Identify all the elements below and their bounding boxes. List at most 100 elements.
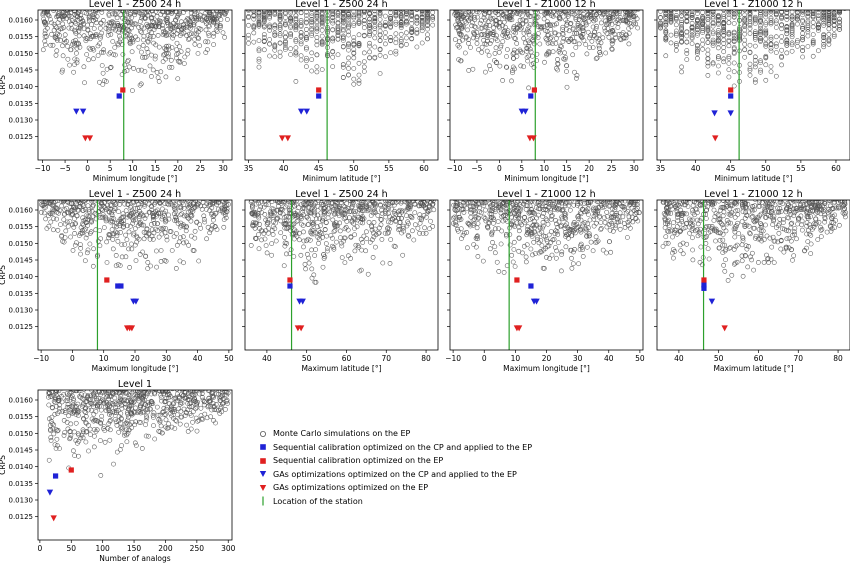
- mc-point: [398, 42, 404, 48]
- mc-point: [453, 10, 459, 12]
- mc-point: [404, 189, 408, 193]
- mc-point: [481, 10, 487, 13]
- x-tick-label: 20: [130, 354, 140, 363]
- mc-point: [773, 50, 779, 55]
- mc-point: [304, 46, 309, 52]
- mc-point: [721, 32, 727, 38]
- mc-point: [60, 43, 65, 49]
- mc-point: [658, 0, 662, 4]
- mc-point: [518, 49, 523, 54]
- mc-point: [251, 10, 257, 12]
- mc-point: [584, 10, 589, 12]
- mc-point: [527, 46, 533, 52]
- mc-point: [816, 28, 821, 33]
- mc-point: [752, 79, 758, 85]
- mc-point: [622, 2, 626, 6]
- mc-point: [669, 5, 673, 9]
- mc-point: [410, 4, 414, 8]
- mc-point: [468, 6, 472, 10]
- mc-point: [174, 231, 179, 236]
- mc-point: [43, 216, 48, 222]
- mc-point: [695, 26, 700, 32]
- mc-point: [261, 14, 267, 20]
- mc-point: [289, 2, 293, 6]
- mc-point: [225, 1, 229, 5]
- mc-point: [668, 32, 674, 38]
- mc-point: [805, 44, 811, 49]
- mc-point: [459, 0, 463, 2]
- mc-point: [837, 23, 842, 28]
- mc-point: [526, 53, 532, 59]
- mc-point: [826, 15, 832, 20]
- mc-point: [209, 210, 215, 216]
- mc-point: [564, 63, 569, 68]
- mc-point: [669, 4, 673, 8]
- mc-point: [612, 0, 616, 3]
- mc-point: [46, 189, 50, 193]
- mc-point: [420, 0, 424, 4]
- mc-point: [607, 0, 611, 3]
- mc-point: [155, 10, 160, 12]
- mc-point: [695, 11, 700, 16]
- mc-point: [455, 12, 461, 17]
- mc-point: [127, 41, 133, 47]
- mc-point: [383, 30, 388, 35]
- mc-point: [293, 45, 299, 51]
- mc-point: [189, 31, 194, 36]
- mc-point: [464, 2, 468, 6]
- mc-point: [373, 210, 378, 215]
- mc-point: [710, 29, 716, 35]
- mc-point: [742, 23, 748, 29]
- mc-point: [48, 4, 52, 8]
- mc-point: [626, 31, 632, 36]
- mc-point: [62, 32, 68, 38]
- mc-point: [50, 42, 56, 48]
- mc-point: [316, 240, 321, 246]
- mc-point: [119, 254, 125, 260]
- mc-point: [415, 2, 419, 6]
- mc-point: [217, 192, 221, 196]
- mc-point: [454, 5, 458, 9]
- mc-point: [617, 0, 621, 4]
- mc-point: [689, 10, 695, 12]
- mc-point: [613, 35, 618, 41]
- mc-point: [75, 40, 81, 46]
- mc-point: [731, 49, 737, 55]
- mc-point: [810, 53, 816, 59]
- mc-point: [623, 35, 629, 41]
- mc-point: [800, 34, 805, 40]
- mc-point: [404, 0, 408, 2]
- mc-point: [262, 2, 266, 6]
- mc-point: [407, 190, 411, 194]
- mc-point: [393, 48, 399, 54]
- mc-point: [222, 5, 226, 9]
- mc-point: [742, 37, 748, 43]
- mc-point: [278, 0, 282, 3]
- mc-point: [410, 5, 414, 9]
- mc-point: [419, 11, 425, 17]
- mc-point: [685, 2, 689, 6]
- mc-point: [372, 16, 378, 22]
- mc-point: [202, 11, 208, 16]
- mc-point: [82, 80, 87, 86]
- mc-point: [49, 190, 53, 194]
- mc-point: [119, 242, 125, 248]
- mc-point: [545, 32, 551, 37]
- mc-point: [154, 248, 159, 254]
- mc-point: [73, 10, 76, 11]
- mc-point: [174, 218, 179, 223]
- mc-point: [763, 41, 769, 46]
- mc-point: [658, 2, 662, 6]
- mc-point: [76, 200, 80, 201]
- mc-point: [377, 24, 383, 29]
- mc-point: [367, 40, 372, 46]
- mc-point: [114, 220, 119, 226]
- mc-point: [195, 194, 199, 198]
- y-tick-label: 0.0135: [9, 100, 34, 108]
- mc-point: [492, 58, 497, 63]
- mc-point: [72, 11, 77, 17]
- mc-point: [423, 230, 429, 236]
- mc-point: [346, 14, 351, 20]
- mc-point: [519, 13, 525, 18]
- mc-point: [283, 15, 288, 20]
